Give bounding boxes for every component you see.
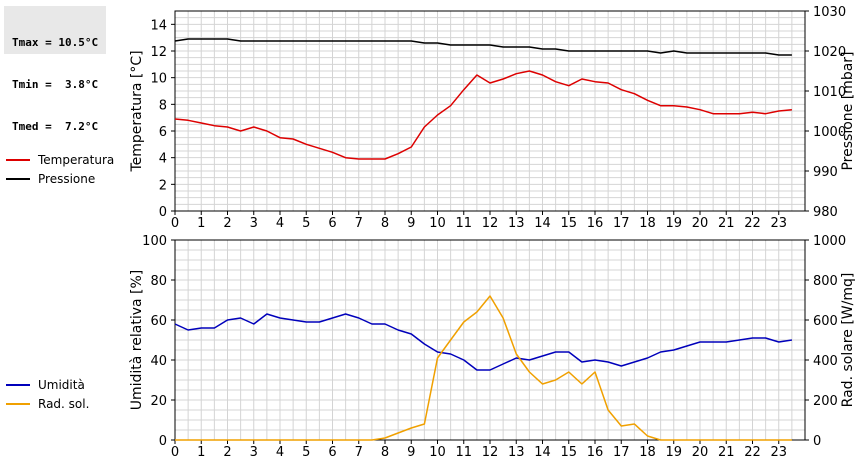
x-tick-label: 8 [381, 216, 389, 231]
y-tick-label: 4 [159, 152, 167, 167]
y-tick-label: 14 [150, 18, 167, 33]
x-tick-label: 20 [692, 445, 709, 460]
x-tick-label: 19 [665, 216, 682, 231]
x-tick-label: 18 [639, 216, 656, 231]
y2-tick-label: 1000 [813, 234, 846, 249]
y-tick-label: 10 [150, 72, 167, 87]
x-tick-label: 20 [692, 216, 709, 231]
x-tick-label: 5 [302, 445, 310, 460]
series-line-pressione [174, 38, 792, 56]
y2-tick-label: 800 [813, 274, 838, 289]
x-tick-label: 5 [302, 216, 310, 231]
y2-tick-label: 200 [813, 394, 838, 409]
series-line-temperatura [174, 70, 792, 160]
y2-tick-label: 1030 [813, 5, 846, 20]
y2-tick-label: 400 [813, 354, 838, 369]
x-tick-label: 23 [770, 216, 787, 231]
tmax-text: Tmax = 10.5°C [12, 36, 99, 49]
x-tick-label: 4 [276, 216, 284, 231]
y2-tick-label: 1000 [813, 125, 846, 140]
x-tick-label: 21 [718, 216, 735, 231]
y-tick-label: 100 [142, 234, 167, 249]
x-tick-label: 13 [508, 216, 525, 231]
legend-label-pressione: Pressione [38, 172, 95, 186]
series-line-rad-sol [175, 295, 792, 441]
x-tick-label: 0 [171, 216, 179, 231]
x-tick-label: 1 [197, 216, 205, 231]
x-tick-label: 8 [381, 445, 389, 460]
x-tick-label: 14 [534, 445, 551, 460]
tmed-text: Tmed = 7.2°C [12, 120, 99, 133]
x-tick-label: 13 [508, 445, 525, 460]
y2-tick-label: 1020 [813, 45, 846, 60]
y-tick-label: 8 [159, 98, 167, 113]
y-tick-label: 80 [150, 274, 167, 289]
y-tick-label: 0 [159, 205, 167, 220]
x-tick-label: 6 [328, 216, 336, 231]
x-tick-label: 22 [744, 445, 761, 460]
x-tick-label: 4 [276, 445, 284, 460]
y2-tick-label: 980 [813, 205, 838, 220]
x-tick-label: 12 [482, 445, 499, 460]
x-tick-label: 7 [355, 445, 363, 460]
y-tick-label: 2 [159, 178, 167, 193]
x-tick-label: 11 [455, 445, 472, 460]
y2-tick-label: 1010 [813, 85, 846, 100]
y-tick-label: 60 [150, 314, 167, 329]
x-tick-label: 16 [587, 445, 604, 460]
legend-label-rad-sol: Rad. sol. [38, 397, 89, 411]
y2-tick-label: 990 [813, 165, 838, 180]
top-chart: 0 1 2 3 4 5 6 7 8 9 10 11 12 13 14 15 16 17 18 19 20 21 22 2302… [6, 5, 856, 231]
y-axis-label: Temperatura [°C] [129, 50, 145, 172]
x-tick-label: 7 [355, 216, 363, 231]
x-tick-label: 9 [407, 216, 415, 231]
x-tick-label: 22 [744, 216, 761, 231]
y2-tick-label: 600 [813, 314, 838, 329]
x-tick-label: 15 [560, 445, 577, 460]
x-tick-label: 21 [718, 445, 735, 460]
x-tick-label: 23 [770, 445, 787, 460]
x-tick-label: 17 [613, 216, 630, 231]
y-tick-label: 12 [150, 45, 167, 60]
series-line-umidit [174, 313, 793, 371]
x-tick-label: 2 [223, 216, 231, 231]
y2-axis-label: Rad. solare [W/mq] [840, 273, 856, 408]
x-tick-label: 10 [429, 216, 446, 231]
x-tick-label: 16 [587, 216, 604, 231]
stats-box: Tmax = 10.5°C Tmin = 3.8°C Tmed = 7.2°C [4, 6, 106, 133]
x-tick-label: 1 [197, 445, 205, 460]
x-tick-label: 14 [534, 216, 551, 231]
x-tick-label: 12 [482, 216, 499, 231]
y-axis-label: Umidità relativa [%] [129, 270, 145, 411]
x-tick-label: 17 [613, 445, 630, 460]
y2-axis-label: Pressione [mbar] [840, 51, 856, 170]
legend-label-umidit: Umidità [38, 378, 85, 392]
x-tick-label: 9 [407, 445, 415, 460]
x-tick-label: 3 [250, 445, 258, 460]
x-tick-label: 6 [328, 445, 336, 460]
y-tick-label: 0 [159, 434, 167, 449]
x-tick-label: 2 [223, 445, 231, 460]
x-tick-label: 18 [639, 445, 656, 460]
y-tick-label: 20 [150, 394, 167, 409]
x-tick-label: 19 [665, 445, 682, 460]
x-tick-label: 10 [429, 445, 446, 460]
x-tick-label: 15 [560, 216, 577, 231]
x-tick-label: 11 [455, 216, 472, 231]
x-tick-label: 3 [250, 216, 258, 231]
y-tick-label: 40 [150, 354, 167, 369]
y-tick-label: 6 [159, 125, 167, 140]
legend-label-temperatura: Temperatura [37, 153, 114, 167]
tmin-text: Tmin = 3.8°C [12, 78, 99, 91]
y2-tick-label: 0 [813, 434, 821, 449]
x-tick-label: 0 [171, 445, 179, 460]
bottom-chart: 0 1 2 3 4 5 6 7 8 9 10 11 12 13 14 15 16 17 18 19 20 21 22 2302… [6, 234, 856, 460]
